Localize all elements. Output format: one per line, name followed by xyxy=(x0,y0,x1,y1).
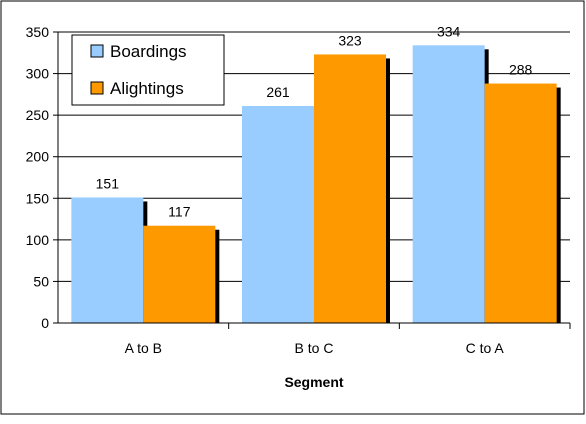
y-tick-label: 350 xyxy=(26,24,50,40)
legend-swatch-alightings xyxy=(90,81,104,95)
data-label-alightings: 117 xyxy=(168,204,191,220)
legend-label-boardings: Boardings xyxy=(110,42,187,61)
x-tick-label: A to B xyxy=(125,340,162,356)
legend-label-alightings: Alightings xyxy=(110,79,184,98)
bar-alightings xyxy=(314,54,386,323)
y-tick-label: 100 xyxy=(26,232,50,248)
y-tick-label: 0 xyxy=(41,315,49,331)
bar-boardings xyxy=(71,197,144,323)
x-tick-label: B to C xyxy=(295,340,334,356)
x-tick-label: C to A xyxy=(466,340,505,356)
axes xyxy=(53,31,571,329)
data-label-alightings: 288 xyxy=(509,62,533,78)
y-tick-label: 200 xyxy=(26,149,50,165)
data-label-boardings: 151 xyxy=(96,175,120,191)
legend-swatch-boardings xyxy=(90,44,104,58)
y-tick-label: 50 xyxy=(33,273,49,289)
labels: 0 50 100 150 200 250 300 350 151 117 A to B 261 323 B… xyxy=(26,23,533,356)
data-label-boardings: 334 xyxy=(437,23,461,39)
legend: Boardings Alightings xyxy=(71,34,225,106)
y-tick-label: 250 xyxy=(26,107,50,123)
bar-alightings xyxy=(484,83,557,323)
bars xyxy=(71,45,561,323)
bar-boardings xyxy=(412,45,485,323)
data-label-boardings: 261 xyxy=(266,84,290,100)
y-tick-label: 150 xyxy=(26,190,50,206)
bar-alightings xyxy=(143,225,216,323)
data-label-alightings: 323 xyxy=(338,32,362,48)
bar-boardings xyxy=(242,105,314,323)
x-axis-title: Segment xyxy=(284,374,343,390)
y-tick-label: 300 xyxy=(26,66,50,82)
